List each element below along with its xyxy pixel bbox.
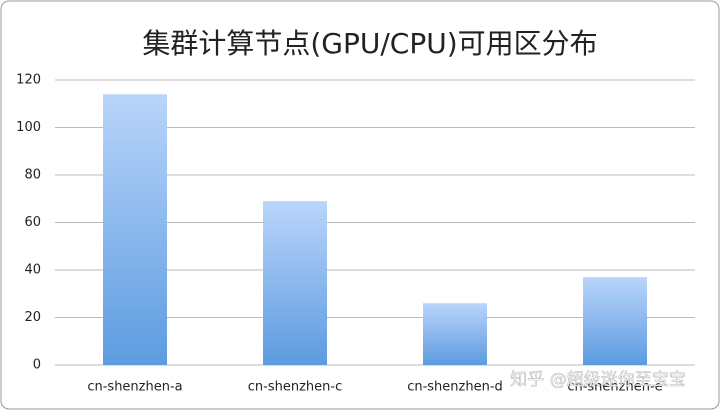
y-tick-label: 40	[24, 263, 41, 278]
y-tick-label: 0	[33, 358, 41, 373]
x-tick-label: cn-shenzhen-e	[567, 380, 662, 395]
x-tick-label: cn-shenzhen-c	[248, 380, 342, 395]
y-tick-label: 80	[24, 168, 41, 183]
y-tick-label: 120	[16, 73, 41, 88]
chart-title: 集群计算节点(GPU/CPU)可用区分布	[142, 27, 597, 60]
bar	[103, 94, 167, 365]
watermark: 知乎 @超级迷你至宝宝	[510, 370, 685, 390]
y-tick-label: 60	[24, 215, 41, 230]
x-tick-label: cn-shenzhen-a	[87, 380, 182, 395]
bar	[263, 201, 327, 365]
x-tick-label: cn-shenzhen-d	[407, 380, 503, 395]
bar	[583, 277, 647, 365]
y-tick-label: 100	[16, 120, 41, 135]
y-tick-label: 20	[24, 310, 41, 325]
bar	[423, 303, 487, 365]
